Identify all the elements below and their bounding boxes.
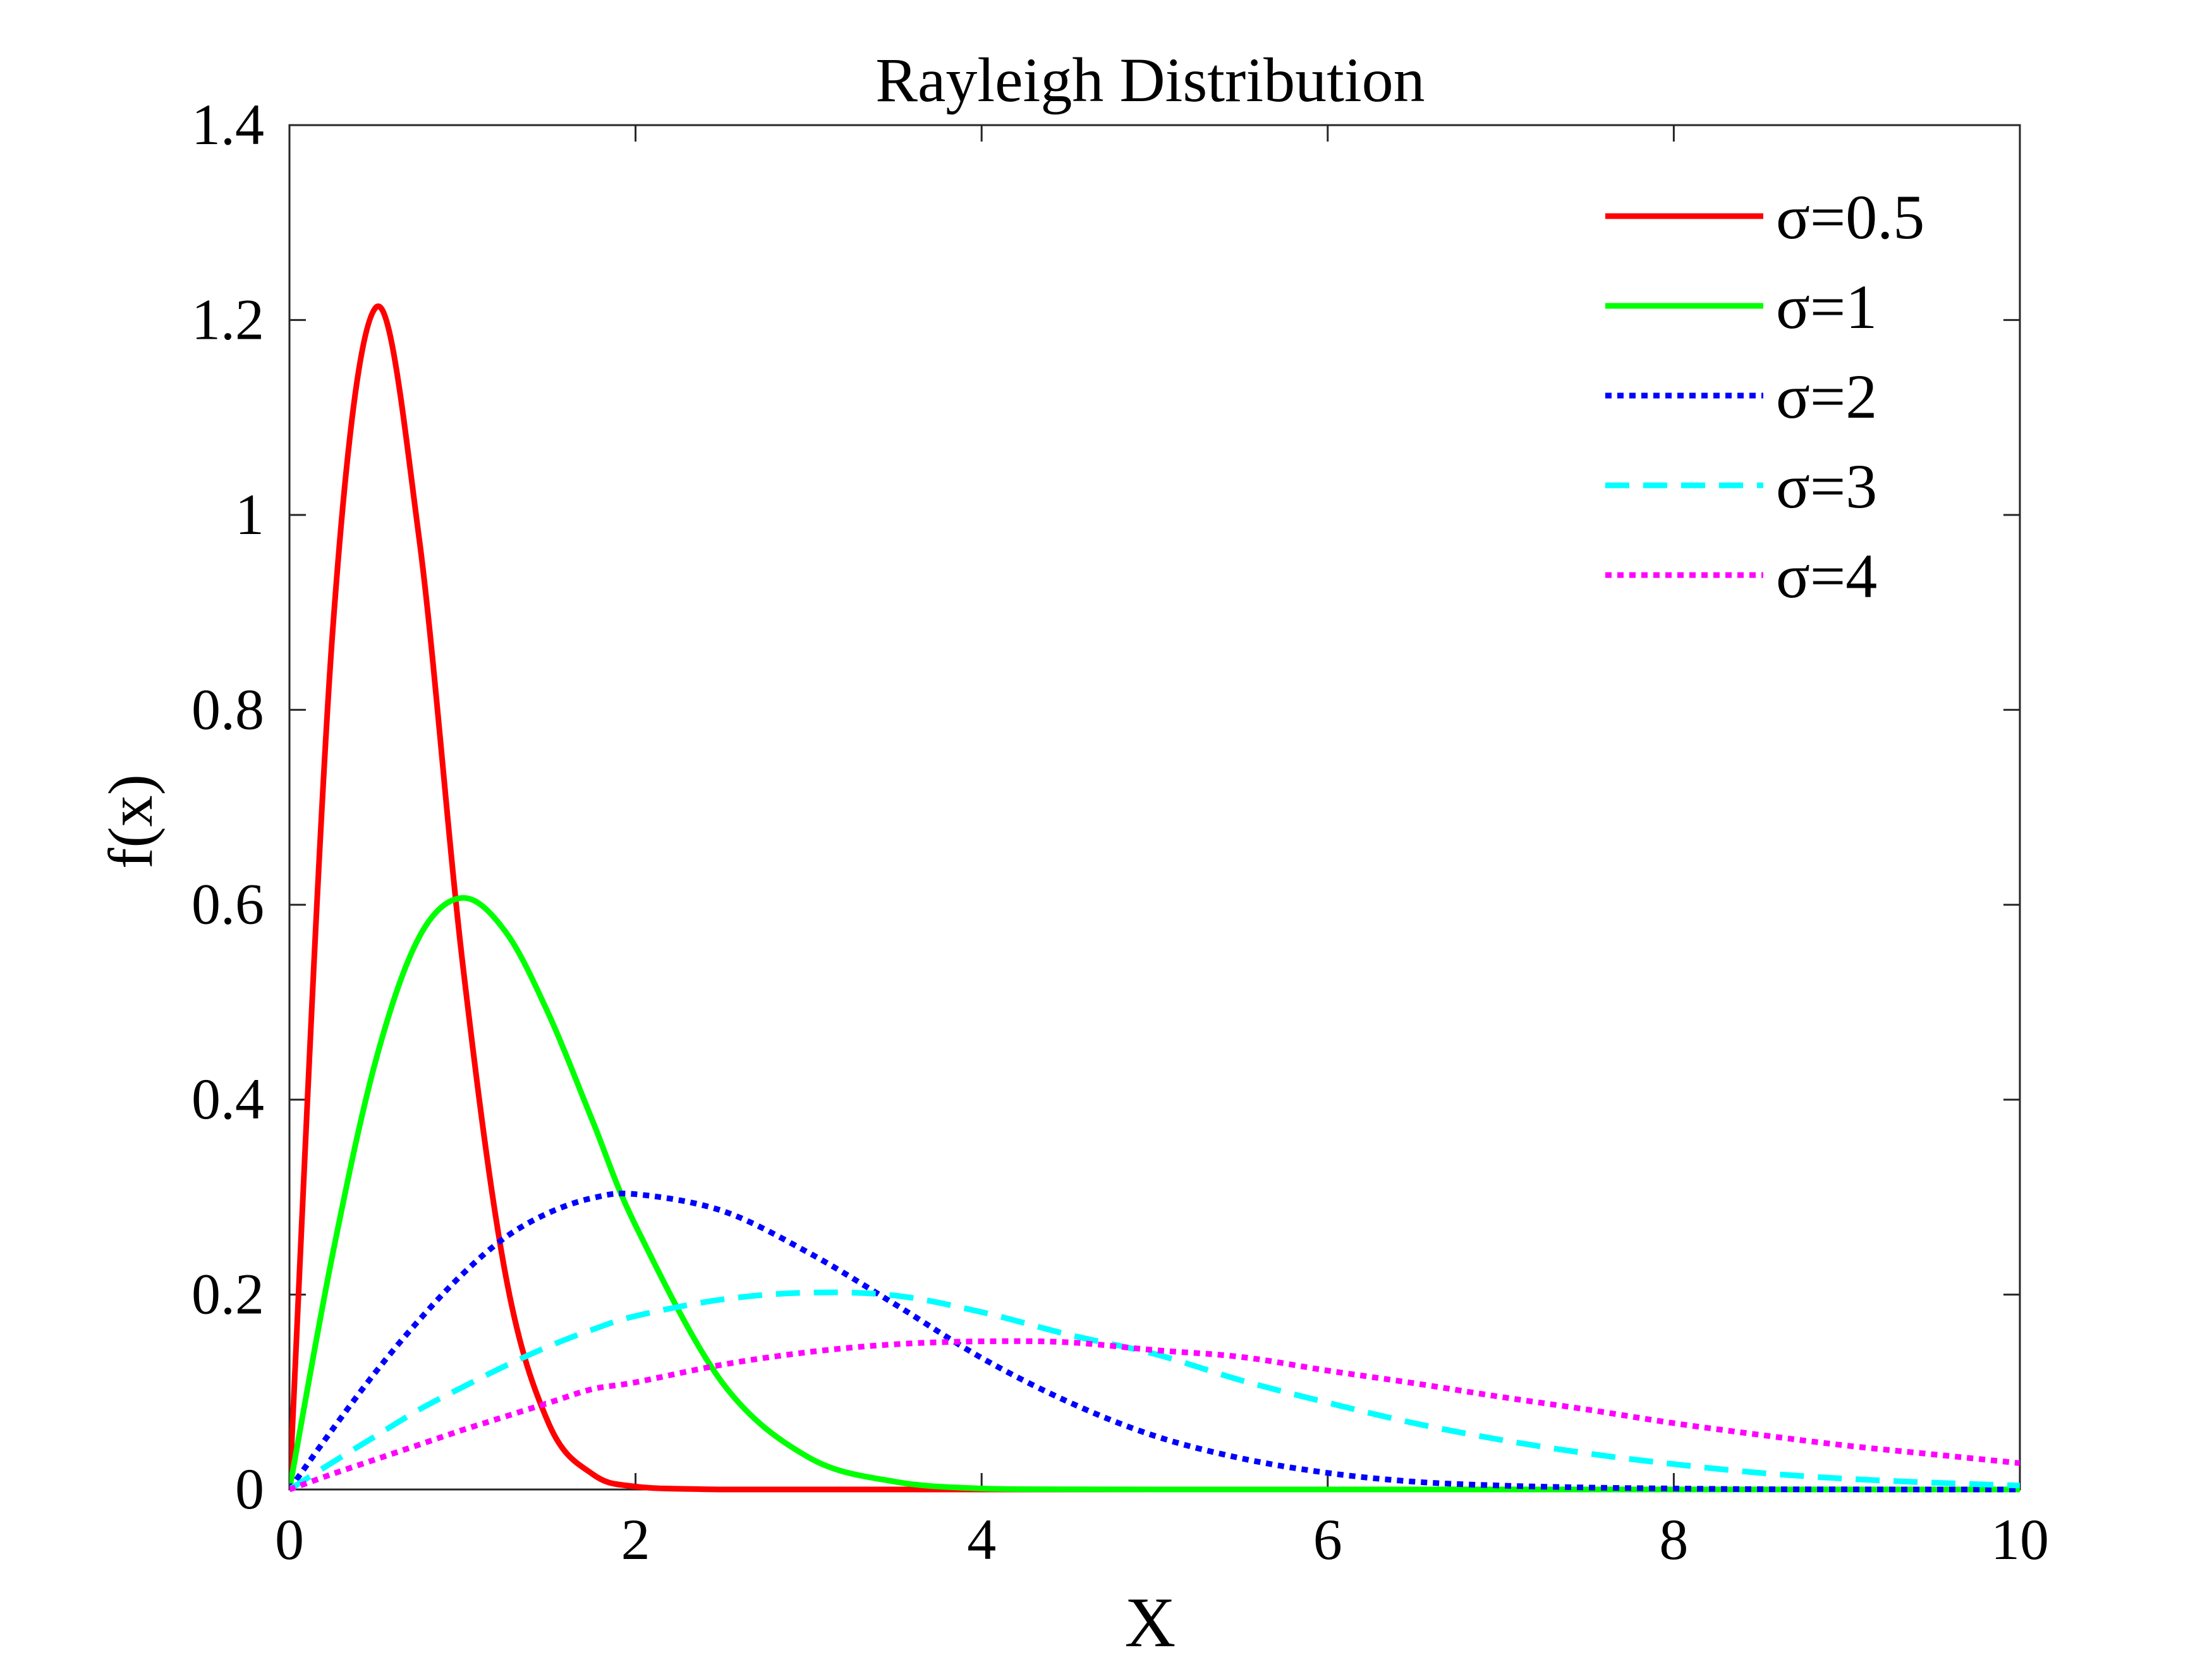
y-axis-label: f(x) bbox=[95, 774, 166, 869]
x-tick-label: 2 bbox=[621, 1507, 650, 1572]
y-tick-label: 0.4 bbox=[191, 1067, 264, 1131]
y-tick-label: 1.2 bbox=[191, 287, 264, 351]
plot-area: 0 2 4 6 8 10 0 0.2 0.4 0.6 0.8 1 1.2 1.4 σ=0.5 σ=1 σ=2 σ=… bbox=[191, 92, 2049, 1572]
x-tick-label: 0 bbox=[275, 1507, 304, 1572]
x-tick-label: 4 bbox=[967, 1507, 996, 1572]
series-line-2 bbox=[289, 895, 2020, 1493]
y-tick-label: 0.6 bbox=[191, 872, 264, 937]
series-line-4 bbox=[289, 1289, 2020, 1492]
legend-label-4: σ=3 bbox=[1776, 451, 1877, 521]
legend-label-2: σ=1 bbox=[1776, 272, 1877, 342]
legend-label-1: σ=0.5 bbox=[1776, 182, 1924, 252]
series-line-5 bbox=[289, 1338, 2020, 1493]
y-tick-label: 1.4 bbox=[191, 92, 264, 157]
legend-label-5: σ=4 bbox=[1776, 541, 1877, 611]
series-line-3 bbox=[289, 1191, 2020, 1493]
y-tick-label: 0.2 bbox=[191, 1262, 264, 1326]
x-tick-label: 10 bbox=[1991, 1507, 2049, 1572]
x-tick-label: 6 bbox=[1313, 1507, 1342, 1572]
y-tick-label: 0.8 bbox=[191, 677, 264, 741]
legend-label-3: σ=2 bbox=[1776, 361, 1877, 432]
y-tick-label: 1 bbox=[235, 482, 264, 547]
y-tick-label: 0 bbox=[235, 1457, 264, 1521]
x-axis-label: X bbox=[1125, 1584, 1176, 1659]
chart-title: Rayleigh Distribution bbox=[875, 45, 1425, 115]
x-tick-label: 8 bbox=[1659, 1507, 1688, 1572]
